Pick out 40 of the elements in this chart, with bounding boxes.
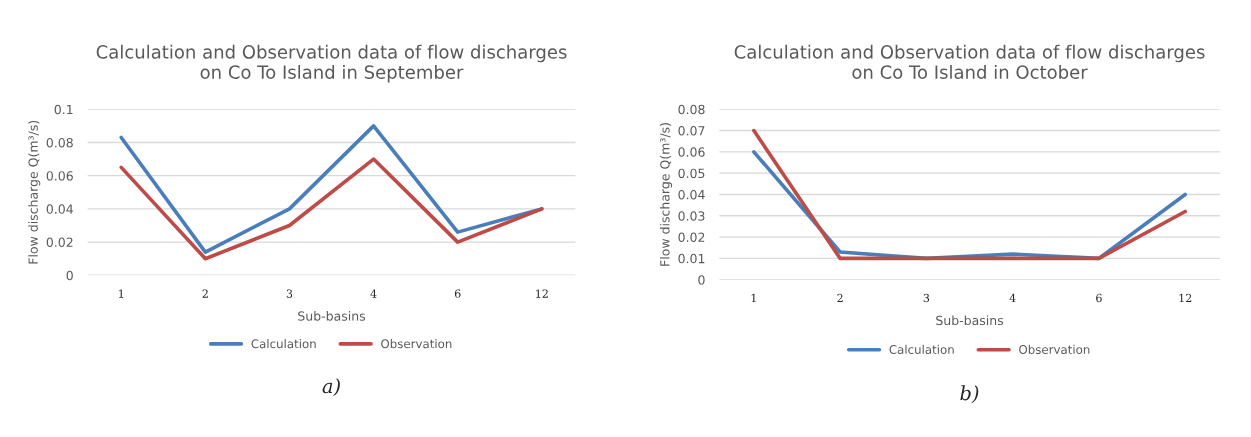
y-tick-label: 0 xyxy=(66,270,73,281)
y-tick-label: 0.02 xyxy=(46,237,73,248)
y-tick-label: 0.02 xyxy=(678,232,705,242)
legend-label: Calculation xyxy=(889,344,954,354)
x-tick-label: 6 xyxy=(454,289,461,298)
x-tick-label: 3 xyxy=(923,293,930,303)
legend-label: Observation xyxy=(381,339,452,349)
y-tick-label: 0.1 xyxy=(54,104,73,115)
x-tick-label: 1 xyxy=(751,293,756,303)
y-tick-label: 0.04 xyxy=(46,204,73,214)
x-tick-label: 6 xyxy=(1096,293,1102,303)
x-axis-title: Sub-basins xyxy=(936,315,1004,326)
x-tick-label: 4 xyxy=(1009,293,1016,303)
y-tick-label: 0.07 xyxy=(678,126,705,136)
chart-title: Calculation and Observation data of flow discharges on Co To Island in October xyxy=(734,44,1205,79)
y-tick-label: 0.04 xyxy=(678,189,705,200)
y-tick-label: 0.06 xyxy=(46,171,73,181)
y-tick-label: 0.06 xyxy=(678,147,705,157)
y-tick-label: 0.03 xyxy=(678,211,705,221)
y-axis-title: Flow discharge Q(m³/s) xyxy=(28,120,41,264)
y-tick-label: 0.01 xyxy=(678,253,705,264)
y-axis-title: Flow discharge Q(m³/s) xyxy=(659,123,673,266)
x-tick-label: 3 xyxy=(286,289,293,298)
y-tick-label: 0.08 xyxy=(46,137,73,148)
y-tick-label: 0.08 xyxy=(678,104,705,115)
legend-label: Calculation xyxy=(251,339,316,349)
x-tick-label: 12 xyxy=(1179,293,1192,303)
x-tick-label: 2 xyxy=(837,293,843,303)
legend-label: Observation xyxy=(1019,344,1090,354)
chart-title: Calculation and Observation data of flow discharges on Co To Island in September xyxy=(96,44,567,83)
x-tick-label: 2 xyxy=(202,289,208,298)
line-series xyxy=(119,157,544,261)
x-tick-label: 12 xyxy=(536,289,548,298)
y-tick-label: 0.05 xyxy=(678,168,705,179)
x-tick-label: 4 xyxy=(370,289,377,298)
y-tick-label: 0 xyxy=(698,275,705,285)
text: b) xyxy=(960,385,979,404)
text: a) xyxy=(322,378,340,397)
x-axis-title: Sub-basins xyxy=(298,311,366,321)
x-tick-label: 1 xyxy=(119,289,124,298)
